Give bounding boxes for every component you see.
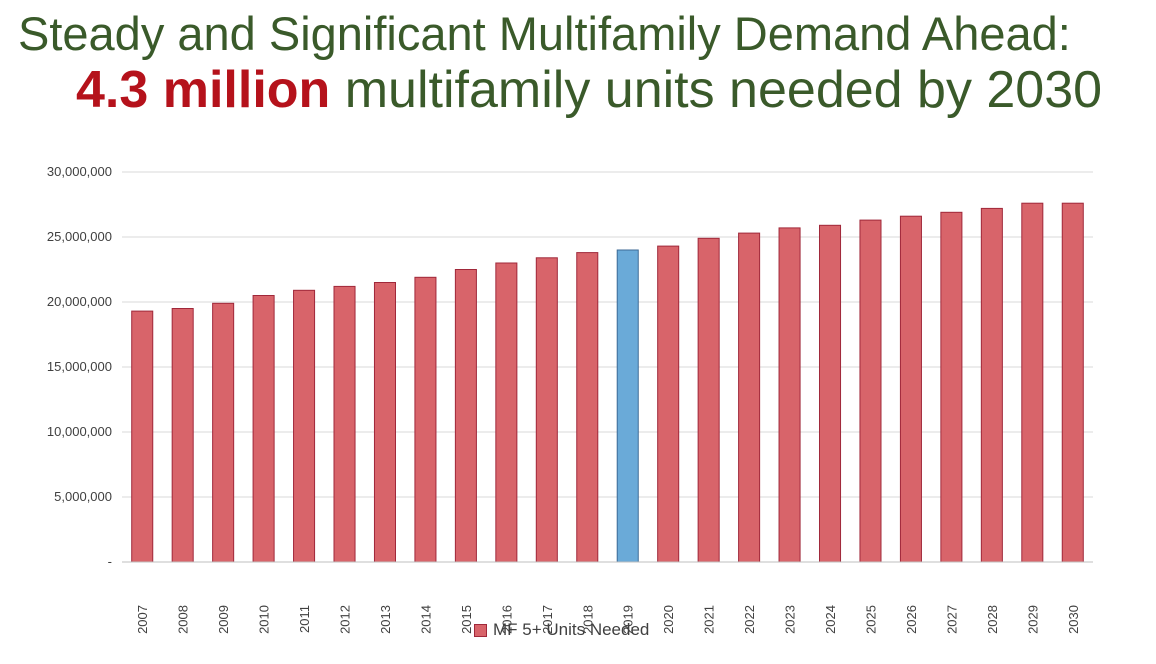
bar bbox=[616, 249, 639, 563]
bar bbox=[252, 295, 275, 563]
subtitle-highlight: 4.3 million bbox=[76, 61, 331, 119]
x-tick-label: 2007 bbox=[135, 605, 150, 634]
x-tick-label: 2025 bbox=[863, 605, 878, 634]
x-tick-label: 2014 bbox=[418, 605, 433, 634]
x-tick-label: 2017 bbox=[540, 605, 555, 634]
x-tick-label: 2022 bbox=[742, 605, 757, 634]
bar bbox=[657, 245, 680, 563]
legend-label: MF 5+ Units Needed bbox=[493, 620, 650, 639]
x-tick-label: 2024 bbox=[823, 605, 838, 634]
y-tick-label: 10,000,000 bbox=[47, 424, 112, 439]
bar bbox=[819, 224, 842, 563]
legend-swatch bbox=[474, 623, 487, 637]
y-tick-label: - bbox=[108, 554, 112, 569]
bar bbox=[697, 237, 720, 563]
x-tick-label: 2018 bbox=[580, 605, 595, 634]
x-tick-label: 2027 bbox=[944, 605, 959, 634]
y-tick-label: 25,000,000 bbox=[47, 229, 112, 244]
x-tick-label: 2029 bbox=[1025, 605, 1040, 634]
x-tick-label: 2020 bbox=[661, 605, 676, 634]
bar bbox=[212, 302, 235, 563]
x-tick-label: 2019 bbox=[621, 605, 636, 634]
x-tick-label: 2010 bbox=[257, 605, 272, 634]
y-tick-label: 30,000,000 bbox=[47, 164, 112, 179]
bar bbox=[778, 227, 801, 563]
bar bbox=[980, 207, 1003, 563]
chart-subtitle: 4.3 million multifamily units needed by … bbox=[76, 60, 1102, 120]
bar bbox=[535, 257, 558, 563]
bar bbox=[576, 252, 599, 563]
y-tick-label: 15,000,000 bbox=[47, 359, 112, 374]
x-tick-label: 2015 bbox=[459, 605, 474, 634]
x-tick-label: 2030 bbox=[1066, 605, 1081, 634]
x-tick-label: 2026 bbox=[904, 605, 919, 634]
bar bbox=[333, 285, 356, 563]
bar bbox=[495, 262, 518, 563]
x-tick-label: 2009 bbox=[216, 605, 231, 634]
y-tick-label: 20,000,000 bbox=[47, 294, 112, 309]
bar bbox=[171, 308, 194, 563]
bar bbox=[859, 219, 882, 563]
x-tick-label: 2023 bbox=[783, 605, 798, 634]
x-tick-label: 2011 bbox=[297, 605, 312, 633]
legend: MF 5+ Units Needed bbox=[474, 620, 649, 640]
bar bbox=[899, 215, 922, 563]
x-tick-label: 2013 bbox=[378, 605, 393, 634]
bar bbox=[293, 289, 316, 563]
bar bbox=[1021, 202, 1044, 563]
x-tick-label: 2028 bbox=[985, 605, 1000, 634]
chart-title: Steady and Significant Multifamily Deman… bbox=[18, 7, 1071, 60]
bar bbox=[454, 269, 477, 563]
x-tick-label: 2021 bbox=[702, 605, 717, 634]
subtitle-rest: multifamily units needed by 2030 bbox=[330, 61, 1103, 119]
bar bbox=[738, 232, 761, 563]
bar bbox=[940, 211, 963, 563]
bar bbox=[414, 276, 437, 563]
y-tick-label: 5,000,000 bbox=[54, 489, 112, 504]
x-tick-label: 2016 bbox=[499, 605, 514, 634]
x-tick-label: 2012 bbox=[338, 605, 353, 634]
bar bbox=[373, 282, 396, 563]
x-tick-label: 2008 bbox=[176, 605, 191, 634]
bar bbox=[1061, 202, 1084, 563]
bar bbox=[131, 310, 154, 563]
